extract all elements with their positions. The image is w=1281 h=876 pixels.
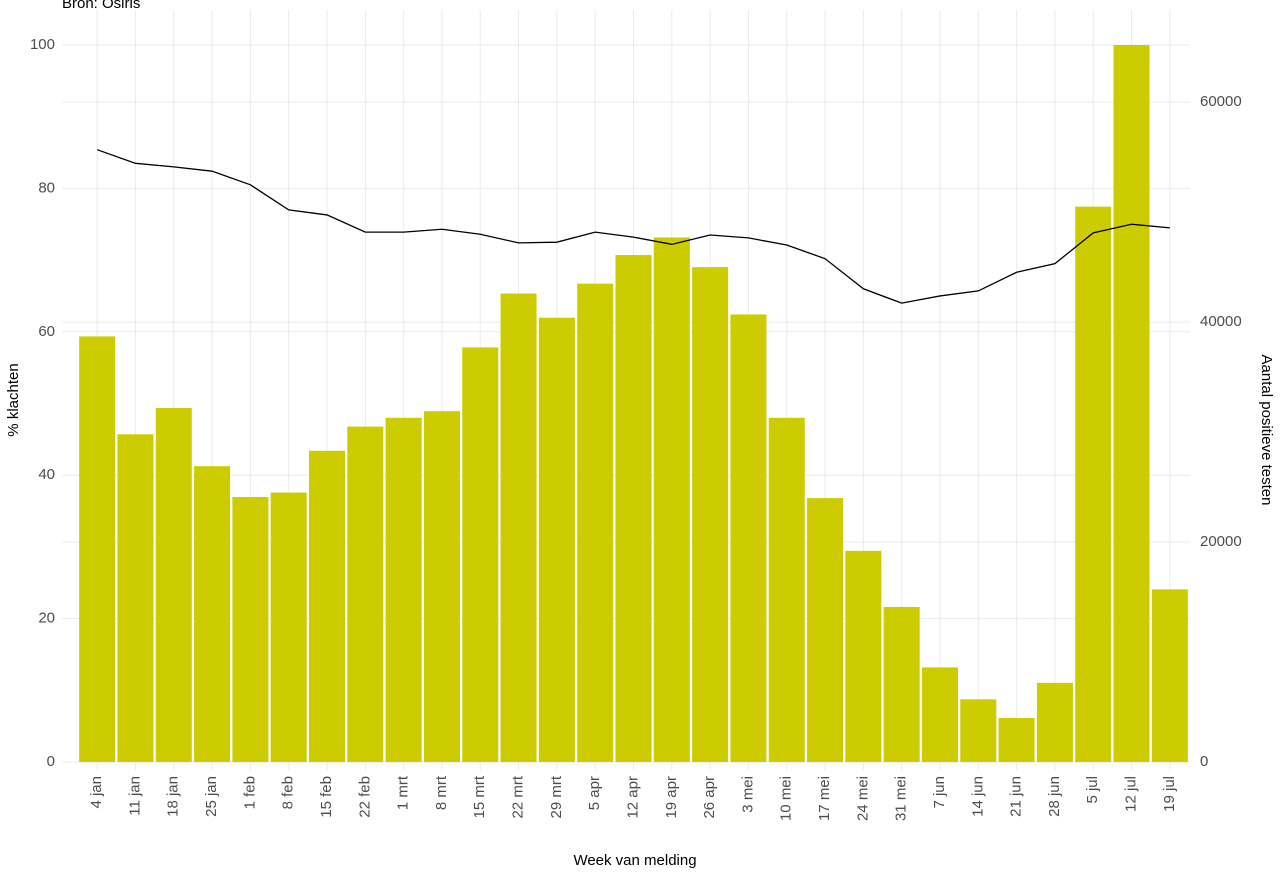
- bar: [692, 267, 729, 762]
- y2-tick-label: 60000: [1200, 93, 1242, 110]
- x-tick-label: 22 mrt: [510, 775, 527, 818]
- bar: [577, 283, 614, 762]
- bar: [1075, 206, 1112, 762]
- y-tick-label: 40: [38, 466, 55, 483]
- x-tick-label: 19 apr: [663, 776, 680, 819]
- bar: [423, 411, 460, 762]
- x-tick-label: 5 apr: [586, 776, 603, 810]
- x-tick-label: 15 feb: [318, 776, 335, 818]
- y-tick-label: 0: [47, 753, 55, 770]
- x-tick-label: 17 mei: [816, 776, 833, 821]
- bar: [194, 466, 231, 762]
- bar: [730, 314, 767, 762]
- x-tick-label: 15 mrt: [471, 775, 488, 818]
- x-tick-label: 1 feb: [241, 776, 258, 809]
- x-axis-title: Week van melding: [573, 852, 696, 869]
- bar: [347, 426, 384, 762]
- bar: [998, 718, 1035, 762]
- x-tick-label: 18 jan: [165, 776, 182, 817]
- y2-axis-title: Aantal positieve testen: [1258, 355, 1275, 506]
- bar: [921, 667, 958, 762]
- x-tick-label: 28 jun: [1046, 776, 1063, 817]
- bar: [155, 407, 192, 762]
- line: [96, 149, 1170, 304]
- x-tick-label: 12 apr: [624, 776, 641, 819]
- x-tick-label: 4 jan: [88, 776, 105, 809]
- bar: [462, 347, 499, 762]
- bar: [117, 434, 154, 762]
- x-tick-label: 5 jul: [1084, 776, 1101, 804]
- bar: [270, 492, 307, 762]
- x-tick-label: 26 apr: [701, 776, 718, 819]
- bar: [538, 317, 575, 762]
- bar: [845, 550, 882, 762]
- y-axis-title: % klachten: [5, 363, 22, 436]
- x-tick-label: 8 feb: [280, 776, 297, 809]
- bar: [615, 255, 652, 762]
- x-tick-label: 11 jan: [126, 776, 143, 816]
- source-note: Bron: Osiris: [62, 0, 140, 12]
- x-tick-label: 14 jun: [969, 776, 986, 817]
- bar: [1036, 682, 1073, 762]
- bar: [807, 498, 844, 762]
- y-tick-label: 80: [38, 179, 55, 196]
- y2-tick-label: 20000: [1200, 533, 1242, 550]
- bar: [653, 237, 690, 763]
- bar: [309, 450, 346, 762]
- y-tick-label: 60: [38, 323, 55, 340]
- x-tick-label: 21 jun: [1008, 776, 1025, 817]
- x-tick-label: 12 jul: [1123, 776, 1140, 812]
- y-tick-label: 100: [30, 36, 55, 53]
- x-tick-label: 8 mrt: [433, 775, 450, 810]
- x-tick-label: 24 mei: [854, 776, 871, 821]
- x-tick-label: 1 mrt: [395, 775, 412, 810]
- bar: [79, 336, 116, 762]
- x-tick-label: 19 jul: [1161, 776, 1178, 812]
- y2-tick-label: 40000: [1200, 313, 1242, 330]
- bar: [232, 496, 269, 762]
- bar: [883, 606, 920, 762]
- y2-tick-label: 0: [1200, 753, 1208, 770]
- x-tick-label: 10 mei: [778, 776, 795, 821]
- x-tick-label: 3 mei: [739, 776, 756, 813]
- x-tick-label: 29 mrt: [548, 775, 565, 818]
- x-tick-label: 22 feb: [356, 776, 373, 818]
- bar: [385, 417, 422, 762]
- x-tick-label: 7 jun: [931, 776, 948, 809]
- bar: [1113, 45, 1150, 762]
- y-tick-label: 20: [38, 610, 55, 627]
- x-tick-label: 25 jan: [203, 776, 220, 817]
- bar: [768, 417, 805, 762]
- bar: [960, 699, 997, 762]
- bar: [1151, 589, 1188, 762]
- bar: [500, 293, 537, 762]
- x-tick-label: 31 mei: [893, 776, 910, 821]
